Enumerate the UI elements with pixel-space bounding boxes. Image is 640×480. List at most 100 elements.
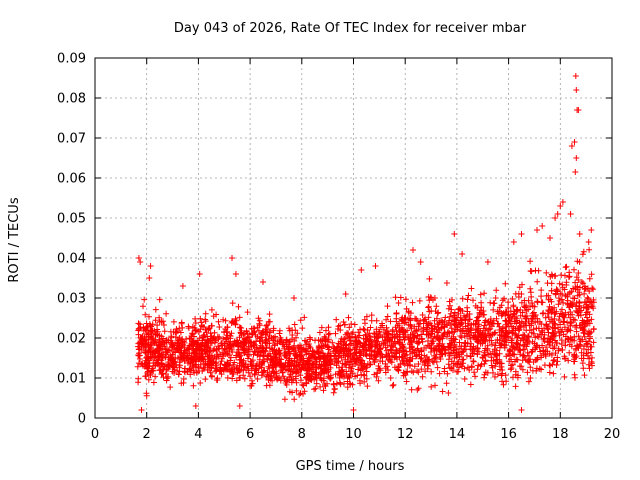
data-point: [415, 361, 422, 367]
data-point: [357, 380, 364, 387]
data-point: [471, 369, 478, 376]
data-point: [361, 327, 368, 334]
data-point: [269, 377, 276, 384]
data-point: [182, 350, 189, 357]
data-point: [248, 342, 255, 349]
data-point: [142, 350, 149, 356]
data-point: [220, 353, 227, 360]
data-point: [346, 337, 353, 344]
data-point: [375, 329, 382, 335]
data-point: [478, 310, 485, 317]
data-point: [245, 355, 251, 362]
data-point: [510, 351, 517, 358]
data-point: [418, 331, 425, 338]
data-point: [284, 376, 291, 383]
data-point: [548, 287, 555, 294]
data-point: [181, 347, 188, 354]
data-point: [276, 361, 282, 367]
data-point: [263, 322, 270, 329]
data-point: [551, 356, 558, 363]
chart-title: Day 043 of 2026, Rate Of TEC Index for r…: [174, 21, 527, 36]
data-point: [296, 391, 303, 398]
data-point: [161, 341, 168, 347]
data-point: [318, 377, 325, 383]
data-point: [567, 211, 574, 217]
data-point: [322, 335, 329, 341]
data-point: [149, 335, 156, 342]
data-point: [545, 314, 552, 321]
data-point: [256, 317, 263, 324]
data-point: [405, 308, 412, 315]
data-point: [271, 342, 278, 349]
data-point: [343, 368, 350, 375]
data-point: [294, 362, 301, 369]
data-point: [208, 333, 215, 340]
data-point: [176, 325, 183, 332]
data-point: [220, 349, 227, 356]
data-point: [487, 332, 494, 339]
data-point: [559, 199, 566, 205]
data-point: [428, 340, 435, 347]
data-point: [425, 356, 432, 363]
data-point: [584, 294, 591, 301]
data-point: [316, 329, 323, 336]
data-point: [198, 319, 205, 326]
data-point: [473, 345, 479, 352]
data-point: [217, 368, 224, 375]
data-point: [519, 366, 526, 373]
data-point: [478, 361, 485, 368]
data-point: [143, 392, 150, 399]
data-point: [241, 364, 248, 371]
data-point: [246, 352, 252, 359]
data-point: [579, 360, 586, 367]
data-point: [459, 295, 466, 302]
data-point: [435, 309, 442, 316]
data-point: [151, 327, 158, 334]
data-point: [407, 322, 414, 329]
data-point: [235, 303, 242, 310]
data-point: [192, 403, 199, 409]
data-point: [474, 304, 481, 311]
data-point: [418, 366, 425, 373]
data-point: [481, 347, 488, 354]
data-point: [528, 318, 535, 325]
data-point: [393, 315, 400, 322]
data-point: [147, 263, 154, 269]
data-point: [477, 327, 484, 334]
data-point: [455, 368, 462, 375]
data-point: [468, 364, 475, 371]
data-point: [581, 372, 588, 379]
data-point: [481, 374, 488, 381]
data-point: [500, 381, 507, 388]
data-point: [291, 355, 298, 362]
data-point: [402, 296, 409, 303]
data-point: [477, 291, 484, 298]
data-point: [181, 365, 188, 372]
data-point: [490, 369, 496, 376]
data-point: [501, 344, 508, 351]
data-point: [257, 353, 263, 360]
data-point: [404, 362, 411, 369]
data-point: [358, 360, 365, 366]
data-point: [492, 295, 499, 301]
data-point: [456, 351, 463, 358]
data-point: [491, 350, 498, 357]
data-point: [203, 329, 210, 336]
data-point: [576, 341, 583, 348]
data-point: [349, 381, 356, 388]
data-point: [266, 382, 273, 389]
data-point: [494, 336, 501, 343]
data-point: [156, 319, 163, 325]
data-point: [379, 358, 386, 365]
data-point: [461, 365, 468, 372]
data-point: [387, 375, 394, 381]
data-point: [538, 287, 545, 294]
data-point: [527, 364, 534, 371]
data-point: [527, 375, 534, 381]
data-point: [317, 383, 324, 390]
data-point: [179, 283, 186, 289]
data-point: [188, 333, 195, 339]
data-point: [220, 316, 227, 323]
data-point: [422, 368, 429, 375]
data-point: [301, 314, 308, 321]
